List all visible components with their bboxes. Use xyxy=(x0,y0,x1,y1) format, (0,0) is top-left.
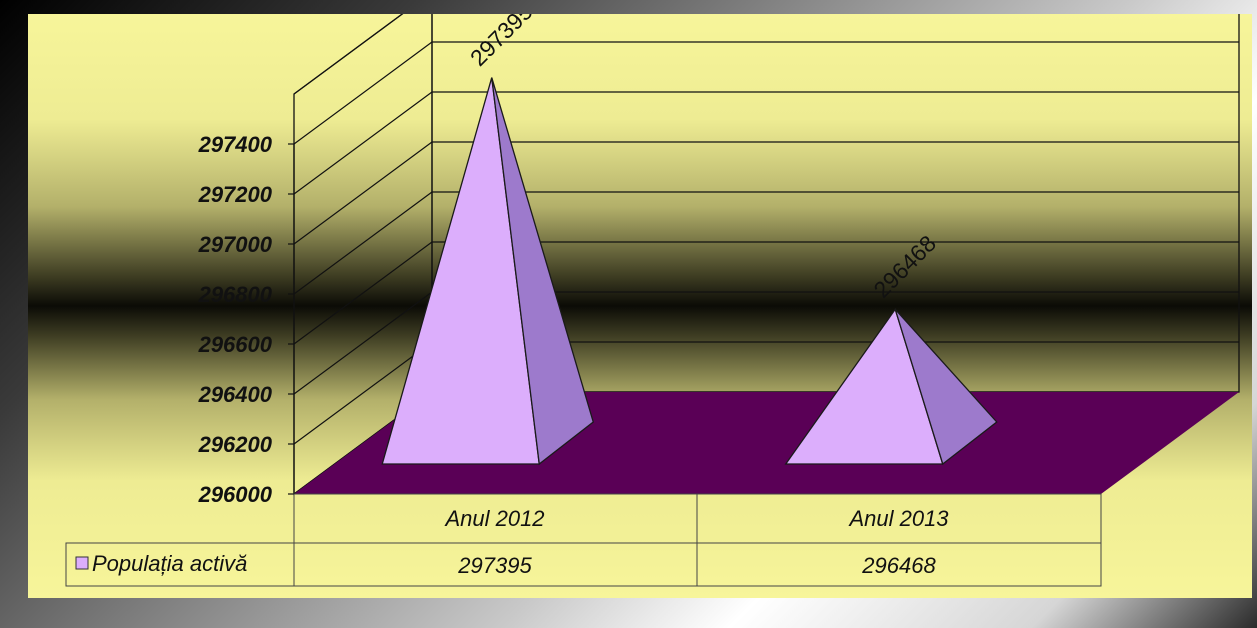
y-tick-label: 296600 xyxy=(198,332,273,357)
y-axis-ticks: 296000 296200 296400 296600 296800 297000 2972… xyxy=(198,132,294,507)
gridline-side xyxy=(293,91,433,195)
pyramid-series xyxy=(381,77,998,466)
gridline-side xyxy=(293,341,433,445)
pyramid-chart: 296000 296200 296400 296600 296800 297000 2972… xyxy=(65,14,1240,587)
table-value-2013: 296468 xyxy=(861,553,936,578)
gridline-side xyxy=(293,241,433,345)
gridline-side xyxy=(293,191,433,295)
y-tick-label: 296800 xyxy=(198,282,273,307)
gridline-side xyxy=(293,14,404,95)
gridline-side xyxy=(293,291,433,395)
gridline-side xyxy=(293,41,433,145)
y-tick-label: 297000 xyxy=(198,232,273,257)
pyramid-side-face xyxy=(894,308,998,466)
table-value-2012: 297395 xyxy=(457,553,532,578)
y-tick-label: 296000 xyxy=(198,482,273,507)
category-label-2013: Anul 2013 xyxy=(847,506,949,531)
legend-swatch xyxy=(75,556,89,570)
gridlines xyxy=(293,14,1239,495)
legend-label: Populația activă xyxy=(92,551,247,576)
y-tick-label: 296400 xyxy=(198,382,273,407)
y-tick-label: 297200 xyxy=(198,182,273,207)
gridline-side xyxy=(293,141,433,245)
y-tick-label: 297400 xyxy=(198,132,273,157)
data-table: Anul 2012 Anul 2013 Populația activă 297… xyxy=(65,493,1102,587)
pyramid-side-face xyxy=(491,77,594,466)
chart-area: 296000 296200 296400 296600 296800 297000 2972… xyxy=(28,14,1252,598)
y-tick-label: 296200 xyxy=(198,432,273,457)
category-label-2012: Anul 2012 xyxy=(443,506,544,531)
table-data-row xyxy=(65,542,1102,587)
